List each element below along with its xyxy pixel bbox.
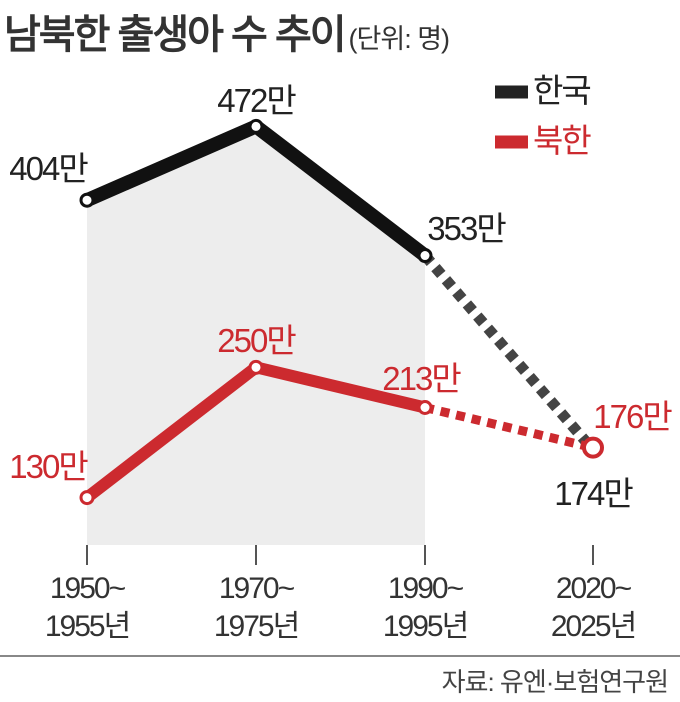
area-fill bbox=[87, 126, 425, 545]
data-point bbox=[417, 248, 433, 264]
title-text: 남북한 출생아 수 추이 bbox=[4, 13, 347, 57]
x-tick-label: 1990~ bbox=[388, 572, 464, 605]
data-point bbox=[79, 490, 95, 506]
source-note: 자료: 유엔·보험연구원 bbox=[441, 667, 669, 697]
x-tick-label: 2020~ bbox=[556, 572, 632, 605]
chart-title: 남북한 출생아 수 추이 (단위: 명) bbox=[4, 2, 451, 60]
data-point bbox=[582, 436, 604, 459]
data-point bbox=[248, 359, 264, 375]
data-label: 213만 bbox=[382, 360, 461, 397]
series-dashed-line-한국 bbox=[420, 251, 598, 454]
x-tick-label: 1975년 bbox=[214, 610, 298, 643]
data-label: 472만 bbox=[217, 82, 296, 119]
data-point bbox=[417, 400, 433, 415]
x-tick-label: 1970~ bbox=[219, 572, 295, 605]
data-label: 176만 bbox=[593, 398, 672, 435]
data-label: 353만 bbox=[427, 210, 506, 247]
x-tick-label: 1955년 bbox=[45, 610, 129, 643]
legend-label: 한국 bbox=[533, 72, 590, 109]
data-label: 174만 bbox=[554, 475, 633, 512]
x-tick-label: 1950~ bbox=[50, 572, 126, 605]
series-dashed-line-북한 bbox=[423, 403, 595, 453]
unit-label: (단위: 명) bbox=[348, 24, 451, 54]
data-label: 250만 bbox=[217, 322, 296, 359]
x-tick-label: 2025년 bbox=[551, 610, 635, 643]
data-label: 130만 bbox=[9, 448, 88, 485]
data-point bbox=[248, 118, 264, 134]
x-tick-label: 1995년 bbox=[383, 610, 467, 643]
data-label: 404만 bbox=[9, 150, 88, 187]
legend-label: 북한 bbox=[533, 122, 591, 159]
divider bbox=[0, 655, 680, 657]
data-point bbox=[79, 192, 95, 208]
